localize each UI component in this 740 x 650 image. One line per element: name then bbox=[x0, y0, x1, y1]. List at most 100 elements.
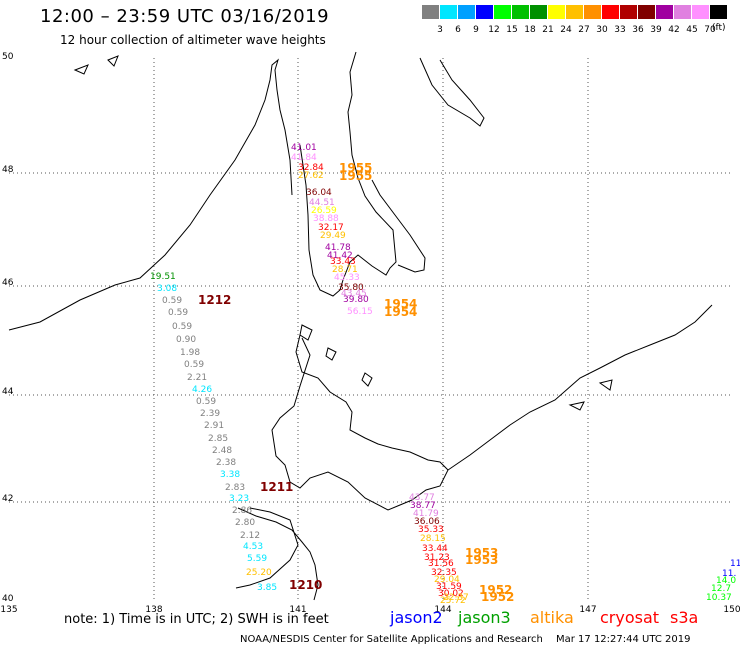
pass-time-label: 1953 bbox=[465, 546, 498, 560]
legend-label: 42 bbox=[668, 25, 680, 35]
swh-value: 36.06 bbox=[414, 517, 440, 527]
swh-value: 41.84 bbox=[291, 153, 317, 163]
legend-swatch bbox=[638, 5, 655, 19]
swh-value: 31.56 bbox=[428, 559, 454, 569]
coastline-kamchatka bbox=[419, 57, 485, 127]
swh-value: 29.49 bbox=[320, 231, 346, 241]
pass-time-label: 1955 bbox=[339, 169, 372, 183]
swh-value: 2.80 bbox=[235, 518, 255, 528]
timestamp: Mar 17 12:27:44 UTC 2019 bbox=[556, 634, 691, 645]
lat-label: 48 bbox=[2, 165, 14, 175]
coastline-hokkaido bbox=[271, 334, 449, 511]
legend-swatch bbox=[422, 5, 439, 19]
lat-label: 42 bbox=[2, 494, 13, 504]
island-6 bbox=[73, 64, 89, 75]
swh-value: 4.26 bbox=[192, 385, 212, 395]
swh-value: 0.59 bbox=[184, 360, 204, 370]
swh-value: 0.59 bbox=[162, 296, 182, 306]
legend-label: 21 bbox=[542, 25, 554, 35]
swh-value: 41.42 bbox=[327, 251, 353, 261]
lon-label: 138 bbox=[145, 605, 162, 615]
swh-value: 38.77 bbox=[410, 501, 436, 511]
satellite-name: jason3 bbox=[458, 608, 511, 627]
swh-value: 19.51 bbox=[150, 272, 176, 282]
swh-value: 2.21 bbox=[187, 373, 207, 383]
legend-label: 6 bbox=[455, 25, 461, 35]
island-4 bbox=[568, 401, 585, 411]
swh-value: 41.79 bbox=[413, 509, 439, 519]
island-3 bbox=[361, 372, 373, 387]
lon-label: 147 bbox=[579, 605, 596, 615]
swh-value: 22.37 bbox=[443, 593, 469, 603]
lat-label: 44 bbox=[2, 387, 14, 397]
satellite-name: s3a bbox=[670, 608, 699, 627]
footer-note: note: 1) Time is in UTC; 2) SWH is in fe… bbox=[64, 612, 329, 627]
coastline-kurils bbox=[447, 304, 713, 471]
swh-value: 43.45 bbox=[341, 289, 367, 299]
swh-value: 3.08 bbox=[157, 284, 177, 294]
swh-value: 38.88 bbox=[313, 214, 339, 224]
satellite-name: altika bbox=[530, 608, 574, 627]
swh-value: 28.71 bbox=[332, 265, 358, 275]
swh-value: 5.59 bbox=[247, 554, 267, 564]
coastlines bbox=[8, 51, 713, 601]
coastline-asia bbox=[8, 58, 293, 331]
swh-value: 11 bbox=[730, 559, 740, 569]
swh-value: 0.90 bbox=[176, 335, 196, 345]
map-title: 12:00 – 23:59 UTC 03/16/2019 bbox=[40, 6, 330, 27]
legend-label: 33 bbox=[614, 25, 626, 35]
legend-label: 39 bbox=[650, 25, 662, 35]
legend-swatch bbox=[620, 5, 637, 19]
swh-value: 28.15 bbox=[420, 534, 446, 544]
swh-value: 45.33 bbox=[334, 273, 360, 283]
swh-value: 29.04 bbox=[434, 575, 460, 585]
swh-value: 14.0 bbox=[716, 576, 736, 586]
swh-value: 26.59 bbox=[311, 206, 337, 216]
lon-label: 135 bbox=[0, 605, 17, 615]
swh-value: 2.85 bbox=[208, 434, 228, 444]
swh-value: 30.02 bbox=[438, 589, 464, 599]
swh-value: 35.33 bbox=[418, 525, 444, 535]
pass-time-label: 1952 bbox=[479, 583, 512, 597]
swh-value: 2.83 bbox=[225, 483, 245, 493]
swh-value: 11. bbox=[722, 569, 736, 579]
swh-value: 0.59 bbox=[168, 308, 188, 318]
swh-value: 3.23 bbox=[229, 494, 249, 504]
swh-value: 2.12 bbox=[240, 531, 260, 541]
swh-value: 2.91 bbox=[204, 421, 224, 431]
swh-value: 25.72 bbox=[440, 596, 466, 606]
swh-value: 41.78 bbox=[325, 243, 351, 253]
legend-label: 30 bbox=[596, 25, 608, 35]
swh-value: 31.59 bbox=[436, 582, 462, 592]
swh-value: 27.62 bbox=[298, 171, 324, 181]
legend-label: 36 bbox=[632, 25, 644, 35]
island-2 bbox=[325, 347, 337, 361]
legend-label: 12 bbox=[488, 25, 500, 35]
legend-swatch bbox=[674, 5, 691, 19]
swh-value: 33.43 bbox=[330, 257, 356, 267]
legend-swatch bbox=[566, 5, 583, 19]
swh-value: 2.86 bbox=[232, 506, 252, 516]
legend-swatch bbox=[584, 5, 601, 19]
legend-label: 9 bbox=[473, 25, 479, 35]
legend-label: 24 bbox=[560, 25, 572, 35]
legend-swatch bbox=[530, 5, 547, 19]
legend-swatch bbox=[458, 5, 475, 19]
swh-value: 31.23 bbox=[424, 553, 450, 563]
swh-value: 4.53 bbox=[243, 542, 263, 552]
legend-unit: (ft) bbox=[712, 23, 726, 33]
swh-value: 44.51 bbox=[309, 198, 335, 208]
legend-swatch bbox=[440, 5, 457, 19]
pass-time-label: 1954 bbox=[384, 297, 417, 311]
lat-label: 46 bbox=[2, 278, 14, 288]
swh-value: 3.38 bbox=[220, 470, 240, 480]
map-subtitle: 12 hour collection of altimeter wave hei… bbox=[60, 33, 326, 47]
swh-value: 10.37 bbox=[706, 593, 732, 603]
swh-value: 39.80 bbox=[343, 295, 369, 305]
lat-label: 40 bbox=[2, 594, 14, 604]
pass-time-label: 1210 bbox=[289, 578, 322, 592]
swh-value: 56.15 bbox=[347, 307, 373, 317]
pass-time-label: 1952 bbox=[481, 590, 514, 604]
